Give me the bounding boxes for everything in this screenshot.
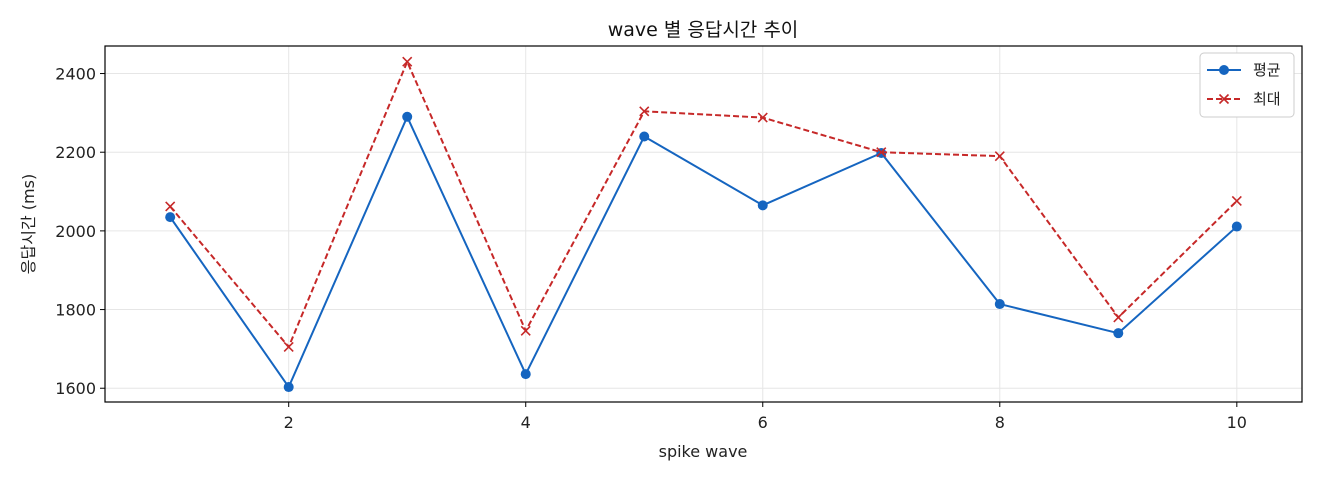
data-point-stroke [1231,195,1242,207]
data-point [757,200,768,211]
data-point [639,131,650,142]
legend-marker-stroke [1218,93,1230,105]
data-point [876,147,887,158]
x-tick-label: 4 [521,413,531,432]
series-layer [165,56,1242,393]
data-point [520,369,531,380]
data-point [757,112,768,123]
y-tick-label: 2200 [55,143,96,162]
legend-label: 평균 [1253,61,1281,79]
x-tick-label: 2 [284,413,294,432]
data-point-stroke [1113,312,1124,323]
data-point-stroke [402,56,413,67]
legend-item: 평균 [1207,61,1281,79]
x-axis-label: spike wave [659,442,748,461]
data-point [639,106,650,117]
data-point [994,299,1005,310]
chart-title: wave 별 응답시간 추이 [608,19,799,41]
series-2 [165,56,1242,352]
data-point-stroke [520,325,531,336]
data-point [1113,328,1124,339]
legend-item: 최대 [1207,90,1281,108]
legend-marker [1219,65,1229,75]
data-point [520,325,531,336]
y-tick-label: 2000 [55,222,96,241]
x-tick-label: 10 [1227,413,1247,432]
data-point [1231,221,1242,232]
legend-label: 최대 [1253,90,1281,108]
data-point [994,151,1005,162]
y-tick-label: 1800 [55,301,96,320]
data-point [165,201,176,212]
series-line [169,115,1238,389]
plot-frame [104,45,1303,403]
data-point [402,111,413,122]
y-axis-label: 응답시간 (ms) [19,174,38,274]
data-point-stroke [639,106,650,117]
x-tick-label: 6 [758,413,768,432]
data-point [283,382,294,393]
data-point-stroke [283,341,294,352]
data-point-stroke [994,151,1005,162]
x-tick-label: 8 [995,413,1005,432]
y-tick-label: 1600 [55,379,96,398]
data-point [165,212,176,223]
data-point [402,56,413,67]
y-tick-label: 2400 [55,65,96,84]
data-point [283,341,294,352]
legend-marker [1218,93,1230,105]
series-1 [165,111,1242,393]
data-point-stroke [757,112,768,123]
axis-ticks: 2 4 6 8 10 1600 1800 2000 2200 2400 [55,65,1247,432]
data-point [1231,195,1242,207]
grid [105,46,1302,402]
data-point-stroke [165,201,176,212]
series-line [169,60,1238,348]
data-point [1113,312,1124,323]
data-point-stroke [876,147,887,158]
